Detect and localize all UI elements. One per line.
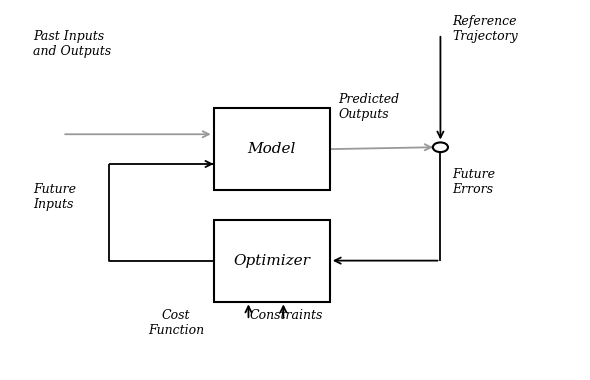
Text: Optimizer: Optimizer [233,253,310,268]
Text: Model: Model [248,142,296,156]
Text: Reference
Trajectory: Reference Trajectory [452,15,518,43]
Text: Predicted
Outputs: Predicted Outputs [339,93,400,121]
Bar [214,108,330,190]
Circle shape [433,142,448,152]
Text: Future
Inputs: Future Inputs [33,182,76,211]
Text: Constraints: Constraints [250,309,323,322]
Bar [214,220,330,301]
Text: Future
Errors: Future Errors [452,168,495,196]
Text: Cost
Function: Cost Function [148,309,204,337]
Text: Past Inputs
and Outputs: Past Inputs and Outputs [33,30,112,58]
